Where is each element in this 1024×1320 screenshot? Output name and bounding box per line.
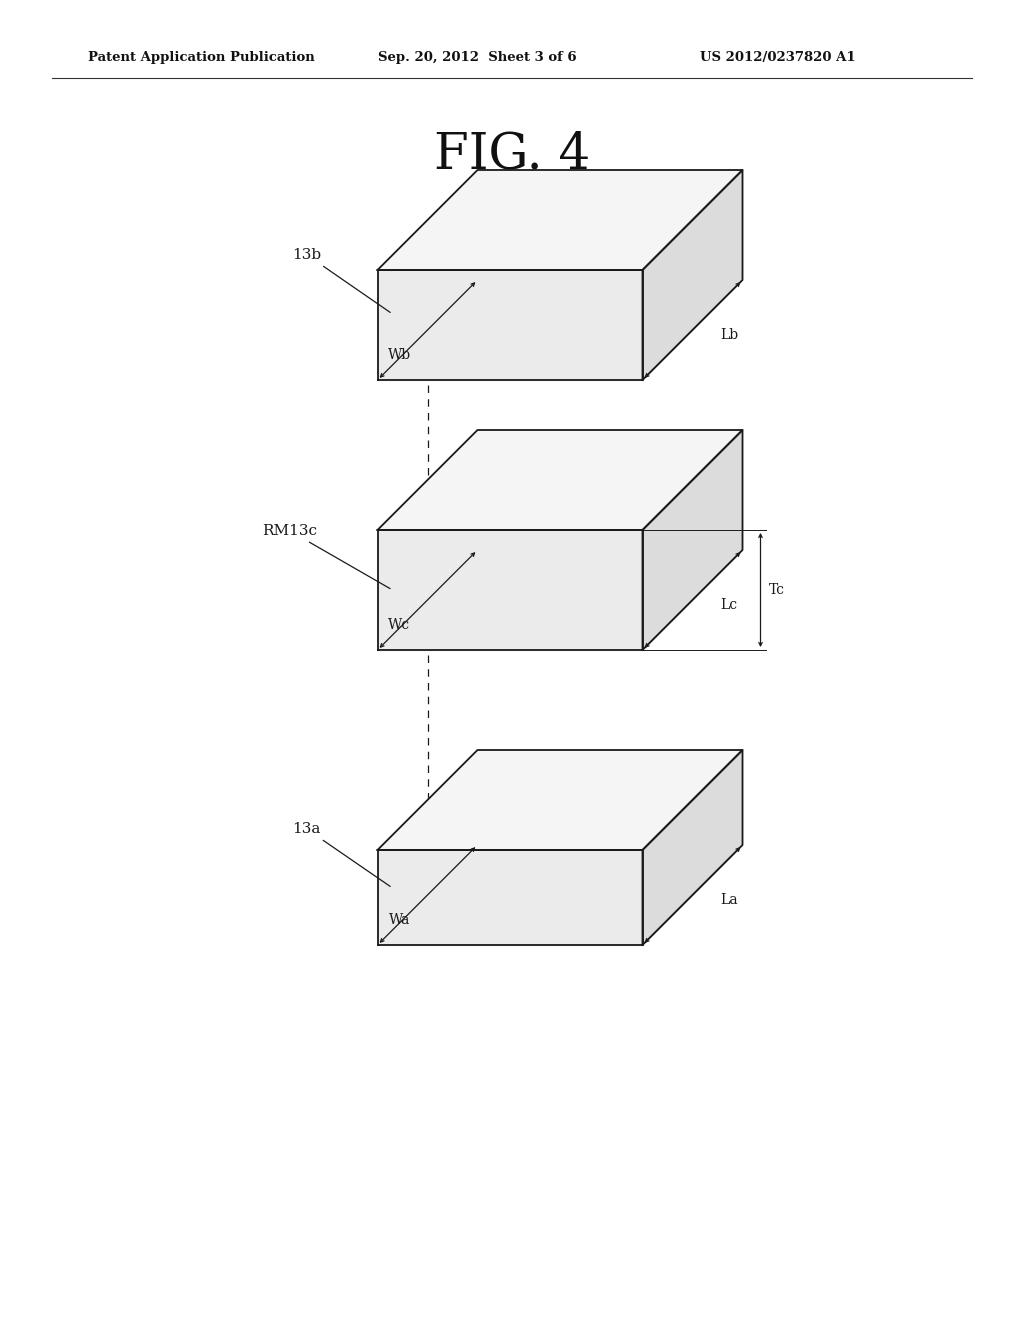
Text: Wb: Wb bbox=[388, 348, 411, 362]
Polygon shape bbox=[378, 531, 642, 649]
Polygon shape bbox=[642, 430, 742, 649]
Text: Lb: Lb bbox=[721, 327, 738, 342]
Text: Wc: Wc bbox=[388, 618, 411, 632]
Text: La: La bbox=[721, 894, 738, 907]
Text: 13b: 13b bbox=[293, 248, 390, 313]
Polygon shape bbox=[378, 850, 642, 945]
Polygon shape bbox=[378, 750, 742, 850]
Text: 13a: 13a bbox=[293, 822, 390, 887]
Text: Tc: Tc bbox=[768, 583, 784, 597]
Text: FIG. 4: FIG. 4 bbox=[434, 131, 590, 180]
Polygon shape bbox=[378, 430, 742, 531]
Polygon shape bbox=[378, 271, 642, 380]
Text: Patent Application Publication: Patent Application Publication bbox=[88, 51, 314, 65]
Text: Sep. 20, 2012  Sheet 3 of 6: Sep. 20, 2012 Sheet 3 of 6 bbox=[378, 51, 577, 65]
Text: RM13c: RM13c bbox=[262, 524, 390, 589]
Text: US 2012/0237820 A1: US 2012/0237820 A1 bbox=[700, 51, 856, 65]
Text: Wa: Wa bbox=[389, 913, 411, 927]
Polygon shape bbox=[642, 750, 742, 945]
Text: Lc: Lc bbox=[721, 598, 737, 612]
Polygon shape bbox=[642, 170, 742, 380]
Polygon shape bbox=[378, 170, 742, 271]
